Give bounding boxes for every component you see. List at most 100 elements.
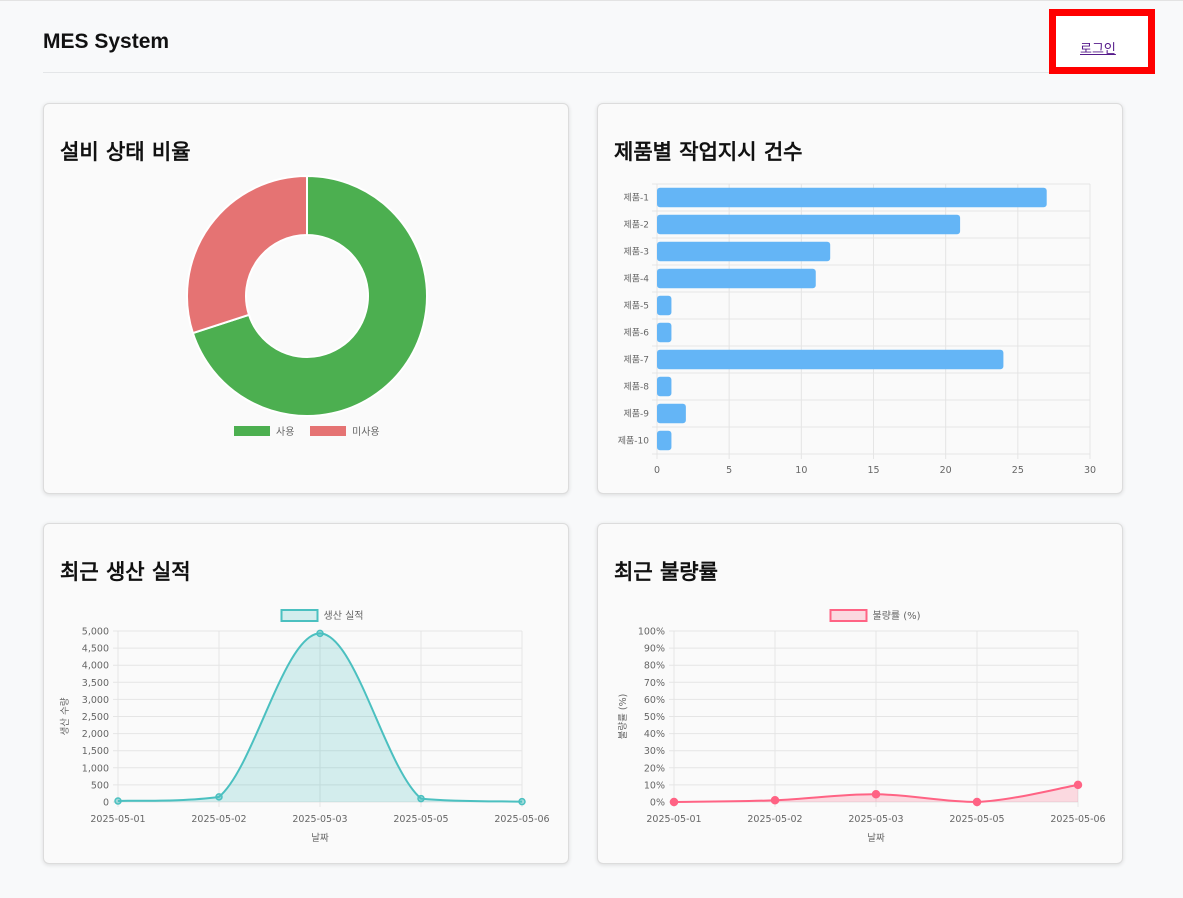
- bar: [657, 403, 686, 424]
- x-tick-label: 2025-05-02: [747, 814, 802, 825]
- brand-title: MES System: [43, 30, 170, 53]
- y-tick-label: 제품-8: [623, 382, 649, 393]
- x-tick-label: 25: [1012, 465, 1024, 476]
- defect-line-chart: 불량률 (%) 100% 90% 80% 70% 60% 50% 40% 30% 20% 10% 0%…: [617, 609, 1106, 844]
- y-tick-label: 90%: [644, 644, 665, 655]
- y-axis-title: 생산 수량: [59, 697, 71, 735]
- data-point: [871, 790, 881, 799]
- x-tick-label: 2025-05-06: [494, 814, 549, 825]
- x-tick-label: 2025-05-05: [949, 814, 1004, 825]
- y-tick-label: 2,500: [82, 712, 109, 723]
- x-tick-label: 2025-05-03: [848, 814, 903, 825]
- login-highlight-box: 로그인: [1049, 9, 1155, 74]
- defect-title: 최근 불량률: [614, 560, 718, 584]
- x-tick-label: 2025-05-03: [292, 814, 347, 825]
- legend-label: 생산 실적: [324, 610, 364, 622]
- y-tick-label: 제품-6: [623, 328, 649, 339]
- product-orders-title: 제품별 작업지시 건수: [614, 140, 803, 164]
- donut-slice: [186, 174, 308, 335]
- bar: [657, 430, 672, 451]
- data-point: [114, 797, 122, 805]
- y-tick-label: 제품-2: [623, 220, 649, 231]
- x-tick-label: 2025-05-06: [1050, 814, 1105, 825]
- data-point: [417, 794, 425, 803]
- y-tick-label: 10%: [644, 780, 665, 791]
- bar: [657, 214, 961, 235]
- y-tick-label: 0%: [650, 798, 665, 809]
- x-tick-label: 20: [940, 465, 952, 476]
- y-tick-label: 제품-10: [618, 436, 650, 447]
- legend-label: 사용: [276, 426, 294, 438]
- x-axis-title: 날짜: [867, 833, 885, 844]
- y-tick-label: 2,000: [82, 729, 109, 740]
- legend-swatch: [310, 426, 346, 436]
- bar: [657, 349, 1004, 370]
- y-tick-label: 제품-9: [623, 409, 649, 420]
- y-tick-label: 0: [103, 798, 109, 809]
- data-point: [770, 796, 780, 805]
- x-tick-label: 2025-05-02: [191, 814, 246, 825]
- data-point: [215, 793, 223, 801]
- y-tick-label: 1,000: [82, 763, 109, 774]
- x-tick-label: 0: [654, 465, 660, 476]
- x-tick-label: 10: [795, 465, 807, 476]
- y-tick-label: 100%: [638, 627, 665, 638]
- x-tick-label: 15: [867, 465, 879, 476]
- bar: [657, 376, 672, 397]
- product-orders-card: 제품별 작업지시 건수 0 5 10 15 20 25 30 제품-1 제품-2 제품-3 제품-4…: [597, 103, 1123, 494]
- data-point: [518, 797, 526, 806]
- y-tick-label: 3,500: [82, 678, 109, 689]
- legend-label: 불량률 (%): [873, 610, 921, 622]
- donut-slice: [191, 174, 428, 417]
- y-tick-label: 3,000: [82, 695, 109, 706]
- data-point: [972, 797, 982, 807]
- x-tick-label: 5: [726, 465, 732, 476]
- bar: [657, 322, 672, 343]
- product-orders-bar-chart: 0 5 10 15 20 25 30 제품-1 제품-2 제품-3 제품-4 제품-5 제품-6 제품-7…: [618, 183, 1096, 476]
- y-tick-label: 50%: [644, 712, 665, 723]
- x-tick-label: 2025-05-01: [646, 814, 701, 825]
- y-tick-label: 4,000: [82, 661, 109, 672]
- bar: [657, 295, 672, 316]
- y-tick-label: 제품-1: [623, 193, 649, 204]
- data-point: [1073, 780, 1083, 790]
- legend-label: 미사용: [352, 426, 380, 438]
- bar: [657, 241, 831, 262]
- legend-swatch: [234, 426, 270, 436]
- legend-swatch: [829, 609, 868, 622]
- login-link[interactable]: 로그인: [1080, 42, 1116, 57]
- y-tick-label: 80%: [644, 661, 665, 672]
- y-tick-label: 4,500: [82, 644, 109, 655]
- equipment-status-card: 설비 상태 비율 사용 미사용: [43, 103, 569, 494]
- x-tick-label: 2025-05-05: [393, 814, 448, 825]
- y-tick-label: 제품-4: [623, 274, 649, 285]
- bar: [657, 268, 816, 289]
- data-point: [316, 629, 324, 638]
- y-tick-label: 제품-7: [623, 355, 649, 366]
- production-card: 최근 생산 실적 생산 실적 5,000 4,500 4,000 3,500 3,000 2…: [43, 523, 569, 864]
- y-tick-label: 40%: [644, 729, 665, 740]
- y-tick-label: 1,500: [82, 746, 109, 757]
- equipment-donut-chart: 사용 미사용: [186, 174, 428, 438]
- y-axis-title: 불량률 (%): [617, 694, 629, 740]
- data-point: [669, 797, 679, 807]
- y-tick-label: 30%: [644, 746, 665, 757]
- y-tick-label: 제품-5: [623, 301, 649, 312]
- production-line-chart: 생산 실적 5,000 4,500 4,000 3,500 3,000 2,500 2,000…: [59, 609, 550, 844]
- equipment-status-title: 설비 상태 비율: [60, 140, 191, 164]
- defect-card: 최근 불량률 불량률 (%) 100% 90% 80% 70% 60% 50% 40% 30% 2…: [597, 523, 1123, 864]
- y-tick-label: 70%: [644, 678, 665, 689]
- x-tick-label: 2025-05-01: [90, 814, 145, 825]
- production-title: 최근 생산 실적: [60, 560, 191, 584]
- y-tick-label: 5,000: [82, 627, 109, 638]
- bar: [657, 187, 1047, 208]
- x-axis-title: 날짜: [311, 833, 329, 844]
- area-fill: [674, 784, 1078, 802]
- y-tick-label: 60%: [644, 695, 665, 706]
- top-header: MES System 로그인: [43, 1, 1155, 74]
- legend-swatch: [280, 609, 319, 622]
- area-fill: [118, 633, 522, 802]
- y-tick-label: 500: [91, 780, 109, 791]
- y-tick-label: 제품-3: [623, 247, 649, 258]
- y-tick-label: 20%: [644, 763, 665, 774]
